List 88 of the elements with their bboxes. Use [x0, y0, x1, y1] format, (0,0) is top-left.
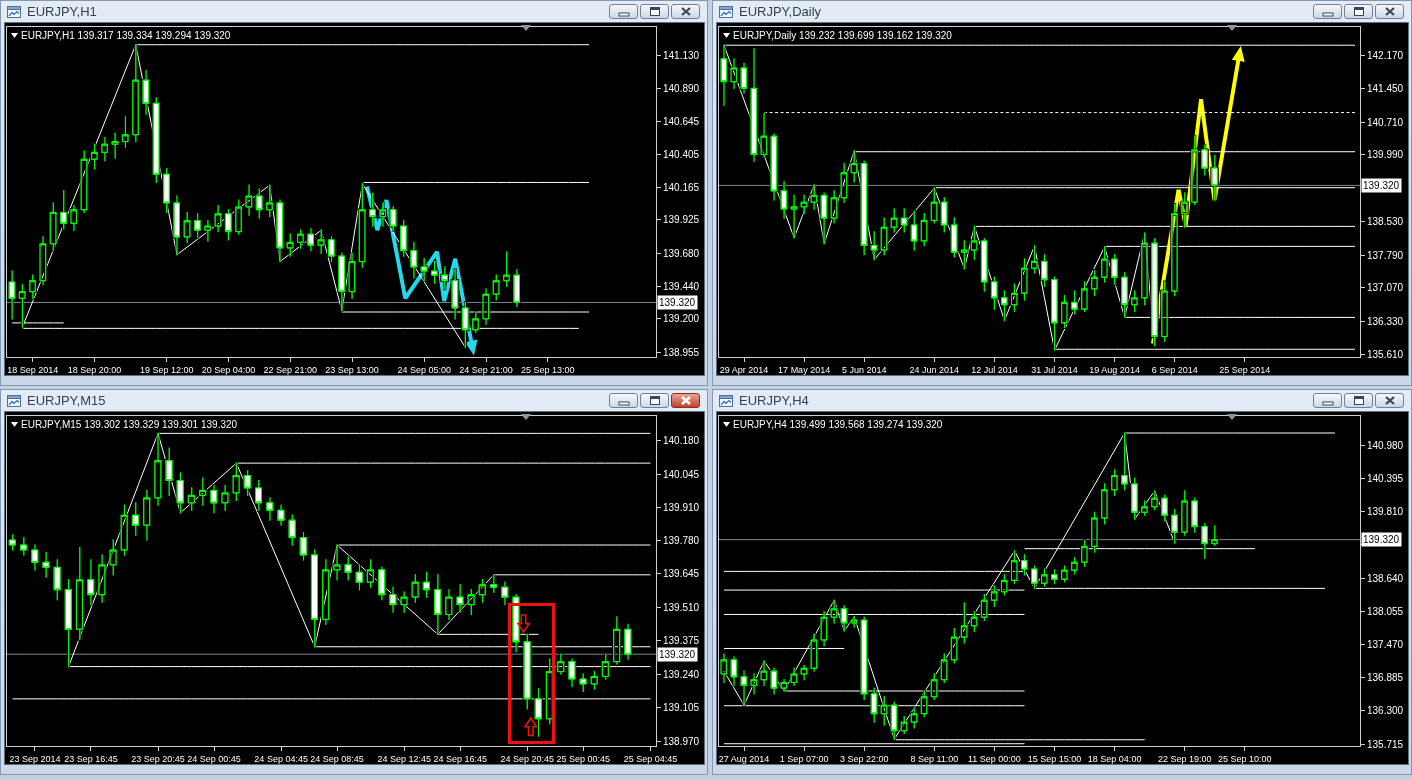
x-tick-label: 31 Jul 2014 — [1031, 364, 1078, 375]
chart-subtitle: EURJPY,M15 139.302 139.329 139.301 139.320 — [21, 419, 238, 430]
x-tick-label: 20 Sep 04:00 — [201, 364, 256, 375]
x-tick-label: 18 Sep 04:00 — [1087, 753, 1142, 764]
y-tick-label: 137.790 — [1367, 249, 1404, 261]
x-tick-label: 19 Aug 2014 — [1089, 364, 1140, 375]
x-tick-label: 1 Sep 07:00 — [779, 753, 829, 764]
ref-line-label: 139.320 — [1363, 180, 1400, 191]
x-tick-label: 25 Sep 13:00 — [521, 364, 575, 375]
y-tick-label: 141.450 — [1367, 82, 1404, 94]
y-tick-label: 139.780 — [663, 534, 700, 546]
y-tick-label: 142.170 — [1367, 50, 1404, 62]
x-tick-label: 29 Apr 2014 — [719, 364, 769, 375]
x-tick-label: 24 Sep 08:45 — [310, 753, 364, 764]
chart-title: EURJPY,H4 — [739, 393, 809, 409]
chart-title: EURJPY,H1 — [27, 4, 97, 20]
y-tick-label: 138.055 — [1367, 605, 1404, 617]
x-tick-label: 6 Sep 2014 — [1151, 364, 1198, 375]
y-tick-label: 135.610 — [1367, 348, 1404, 360]
x-tick-label: 22 Sep 19:00 — [1157, 753, 1212, 764]
x-tick-label: 23 Sep 2014 — [9, 753, 61, 764]
chart-subtitle: EURJPY,H4 139.499 139.568 139.274 139.320 — [733, 419, 943, 430]
y-tick-label: 139.105 — [663, 702, 700, 714]
y-tick-label: 136.300 — [1367, 705, 1404, 717]
x-tick-label: 24 Sep 05:00 — [397, 364, 451, 375]
x-tick-label: 12 Jul 2014 — [971, 364, 1018, 375]
chart-title: EURJPY,M15 — [27, 393, 106, 409]
ref-line-label: 139.320 — [659, 297, 696, 308]
y-tick-label: 139.810 — [1367, 506, 1404, 518]
x-tick-label: 27 Aug 2014 — [718, 753, 770, 764]
x-tick-label: 15 Sep 15:00 — [1027, 753, 1082, 764]
y-tick-label: 139.680 — [663, 247, 700, 259]
x-tick-label: 24 Sep 20:45 — [500, 753, 555, 764]
x-tick-label: 3 Sep 22:00 — [839, 753, 889, 764]
x-tick-label: 25 Sep 10:00 — [1218, 753, 1272, 764]
chart-title: EURJPY,Daily — [739, 4, 822, 20]
chart-subtitle: EURJPY,Daily 139.232 139.699 139.162 139.320 — [733, 30, 953, 41]
y-tick-label: 138.640 — [1367, 572, 1404, 584]
y-tick-label: 135.715 — [1367, 738, 1404, 750]
y-tick-label: 139.375 — [663, 635, 700, 647]
x-tick-label: 24 Jun 2014 — [909, 364, 960, 375]
x-tick-label: 23 Sep 16:45 — [64, 753, 118, 764]
y-tick-label: 140.645 — [663, 116, 700, 128]
x-tick-label: 22 Sep 21:00 — [263, 364, 318, 375]
y-tick-label: 139.200 — [663, 313, 700, 325]
x-tick-label: 11 Sep 00:00 — [967, 753, 1021, 764]
chart-subtitle: EURJPY,H1 139.317 139.334 139.294 139.320 — [21, 30, 231, 41]
y-tick-label: 137.470 — [1367, 639, 1404, 651]
x-tick-label: 25 Sep 00:45 — [556, 753, 611, 764]
x-tick-label: 23 Sep 20:45 — [131, 753, 185, 764]
x-tick-label: 24 Sep 04:45 — [254, 753, 308, 764]
y-tick-label: 140.045 — [663, 468, 700, 480]
y-tick-label: 139.910 — [663, 502, 700, 514]
y-tick-label: 138.955 — [663, 346, 700, 358]
ref-line-label: 139.320 — [659, 649, 696, 660]
x-tick-label: 25 Sep 04:45 — [623, 753, 678, 764]
y-tick-label: 136.885 — [1367, 672, 1404, 684]
x-tick-label: 24 Sep 21:00 — [459, 364, 513, 375]
x-tick-label: 24 Sep 00:45 — [187, 753, 241, 764]
ref-line-label: 139.320 — [1363, 534, 1400, 545]
y-tick-label: 139.440 — [663, 280, 700, 292]
y-tick-label: 140.180 — [663, 435, 700, 447]
y-tick-label: 139.240 — [663, 668, 700, 680]
y-tick-label: 138.530 — [1367, 215, 1404, 227]
y-tick-label: 136.330 — [1367, 316, 1404, 327]
y-tick-label: 138.970 — [663, 735, 700, 747]
y-tick-label: 140.890 — [663, 82, 700, 94]
y-tick-label: 139.925 — [663, 214, 700, 226]
x-tick-label: 17 May 2014 — [778, 364, 831, 375]
x-tick-label: 8 Sep 11:00 — [910, 753, 959, 764]
x-tick-label: 24 Sep 16:45 — [433, 753, 487, 764]
y-tick-label: 140.980 — [1367, 439, 1404, 451]
x-tick-label: 18 Sep 20:00 — [67, 364, 122, 375]
x-tick-label: 5 Jun 2014 — [841, 364, 887, 375]
y-tick-label: 139.510 — [663, 601, 700, 613]
y-tick-label: 140.165 — [663, 181, 700, 193]
y-tick-label: 140.710 — [1367, 116, 1404, 128]
x-tick-label: 24 Sep 12:45 — [377, 753, 432, 764]
y-tick-label: 140.405 — [663, 149, 700, 160]
y-tick-label: 140.395 — [1367, 473, 1404, 485]
y-tick-label: 139.645 — [663, 568, 700, 580]
y-tick-label: 137.070 — [1367, 282, 1404, 294]
y-tick-label: 141.130 — [663, 50, 700, 62]
x-tick-label: 19 Sep 12:00 — [139, 364, 194, 375]
x-tick-label: 18 Sep 2014 — [7, 364, 59, 375]
y-tick-label: 139.990 — [1367, 149, 1404, 161]
x-tick-label: 25 Sep 2014 — [1219, 364, 1271, 375]
x-tick-label: 23 Sep 13:00 — [325, 364, 379, 375]
